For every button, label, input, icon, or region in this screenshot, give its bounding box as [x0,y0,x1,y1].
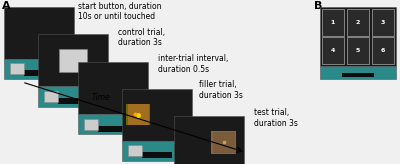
Bar [342,73,374,77]
Bar [24,70,54,76]
Bar [322,37,344,64]
Bar [320,66,396,79]
Bar [78,62,148,114]
Text: 3: 3 [381,20,385,25]
Bar [142,152,172,158]
Bar [320,7,396,66]
Bar [10,63,24,74]
Bar [38,34,108,86]
Bar [126,104,150,125]
Bar [58,98,88,104]
Bar [372,9,394,36]
Text: B: B [314,1,322,11]
Text: start button, duration
10s or until touched: start button, duration 10s or until touc… [78,2,162,21]
Text: control trial,
duration 3s: control trial, duration 3s [118,28,165,47]
Bar [4,59,74,79]
Text: 1: 1 [331,20,335,25]
Bar [4,7,74,59]
Text: A: A [2,1,11,11]
Bar [128,145,142,156]
Bar [59,49,87,72]
Text: 5: 5 [356,48,360,53]
Bar [122,89,192,141]
Text: inter-trial interval,
duration 0.5s: inter-trial interval, duration 0.5s [158,54,228,73]
Bar [347,9,369,36]
Bar [347,37,369,64]
Text: filler trial,
duration 3s: filler trial, duration 3s [199,80,243,100]
Bar [174,116,244,164]
Bar [98,126,128,132]
Bar [38,86,108,107]
Bar [122,141,192,161]
Text: 4: 4 [331,48,335,53]
Bar [78,114,148,134]
Bar [128,104,149,125]
Bar [211,131,236,154]
Text: test trial,
duration 3s: test trial, duration 3s [254,108,298,128]
Bar [84,119,98,130]
Bar [44,91,58,102]
Text: 6: 6 [381,48,385,53]
Bar [322,9,344,36]
Text: 2: 2 [356,20,360,25]
Bar [372,37,394,64]
Text: Time: Time [92,93,111,102]
Bar [212,132,235,153]
